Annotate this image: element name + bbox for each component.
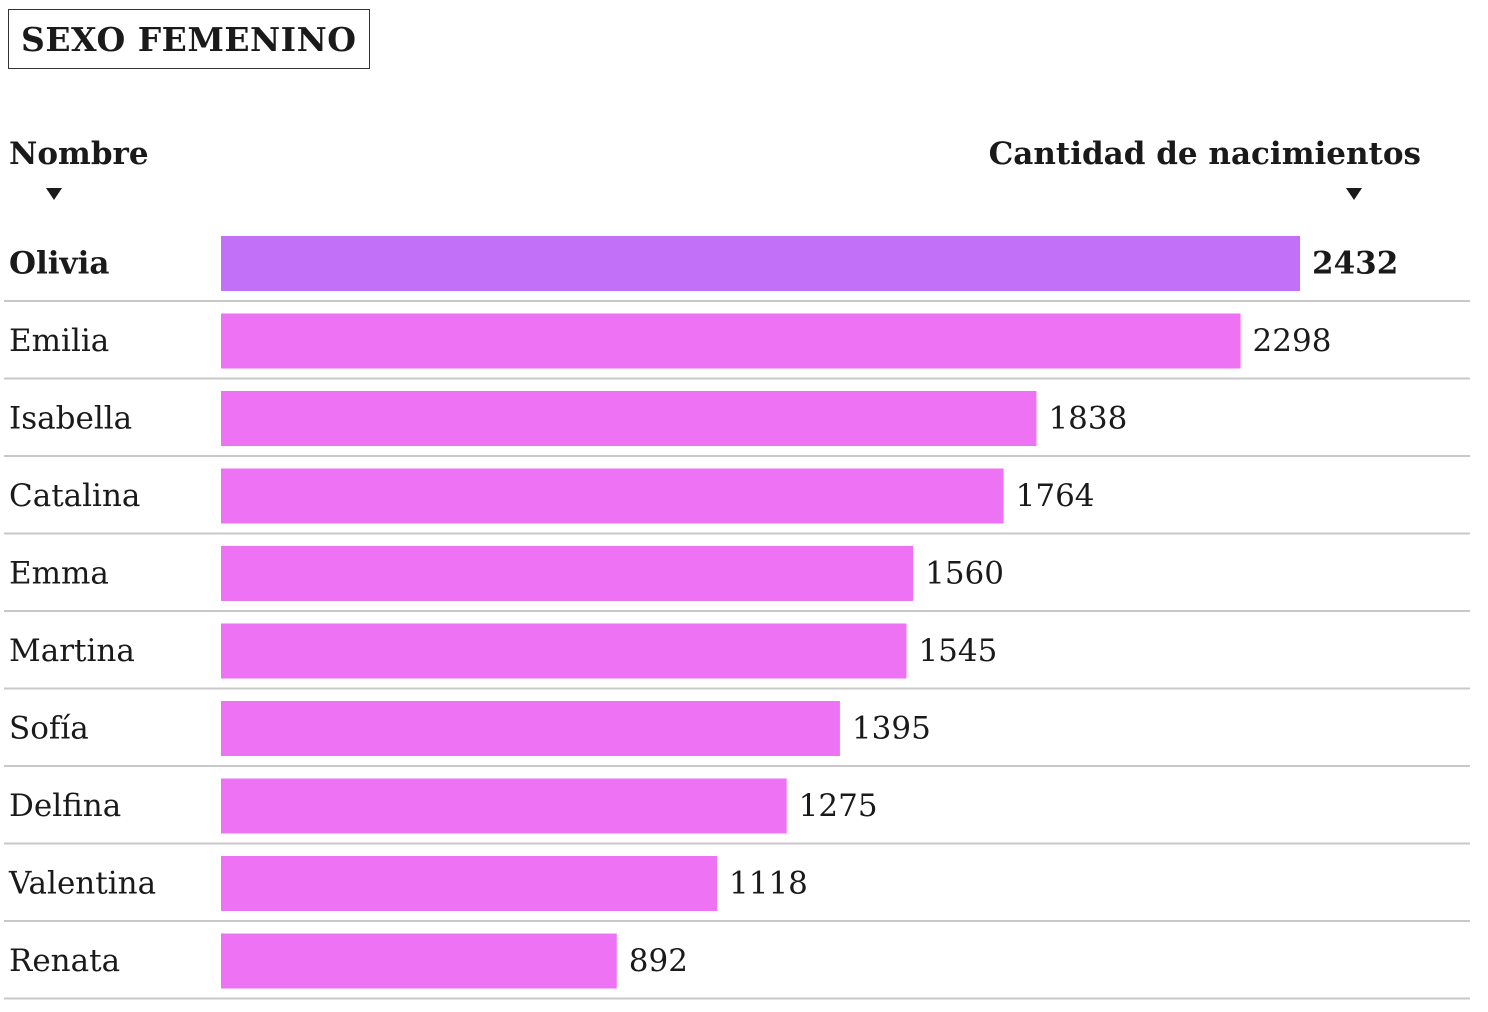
value-label: 1275 <box>799 788 878 824</box>
value-column-header: Cantidad de nacimientos <box>988 136 1421 172</box>
category-label: Emilia <box>9 323 109 359</box>
bar <box>221 236 1300 291</box>
category-label: Catalina <box>9 478 140 514</box>
bar <box>221 623 907 679</box>
value-label: 1545 <box>918 633 997 669</box>
name-column-header: Nombre <box>9 136 149 172</box>
value-label: 1560 <box>925 556 1004 592</box>
bar <box>221 391 1037 446</box>
bar <box>221 933 617 989</box>
value-label: 1118 <box>729 866 808 902</box>
bar <box>221 546 914 601</box>
category-label: Isabella <box>9 401 132 437</box>
value-label: 1764 <box>1016 478 1095 514</box>
bar <box>221 701 840 756</box>
value-label: 892 <box>629 943 688 979</box>
category-label: Emma <box>9 556 109 592</box>
value-column-arrow-icon <box>1346 188 1362 200</box>
value-label: 1838 <box>1048 401 1127 437</box>
value-label: 1395 <box>852 711 931 747</box>
category-label: Sofía <box>9 711 89 747</box>
category-label: Olivia <box>9 246 109 282</box>
category-label: Valentina <box>8 866 156 902</box>
category-label: Martina <box>9 633 135 669</box>
bar <box>221 778 787 834</box>
chart-title: SEXO FEMENINO <box>8 9 370 69</box>
bar <box>221 468 1004 524</box>
bar <box>221 856 718 911</box>
value-label: 2432 <box>1312 246 1398 282</box>
category-label: Delfina <box>9 788 121 824</box>
bar <box>221 313 1241 369</box>
category-label: Renata <box>9 943 120 979</box>
value-label: 2298 <box>1253 323 1332 359</box>
name-column-arrow-icon <box>46 188 62 200</box>
